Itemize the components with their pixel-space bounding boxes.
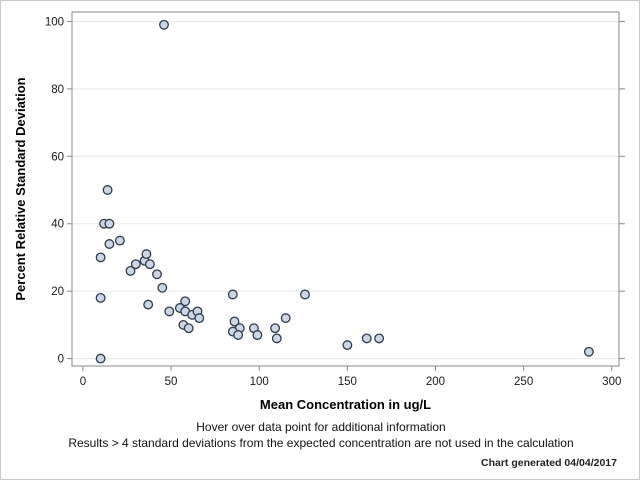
data-point[interactable] [342, 340, 353, 351]
data-point[interactable] [164, 306, 175, 317]
data-point[interactable] [114, 235, 125, 246]
plot-frame [71, 11, 620, 367]
x-tick-label: 50 [165, 376, 178, 388]
data-point[interactable] [180, 296, 191, 307]
data-point[interactable] [280, 313, 291, 324]
y-tick-label: 20 [51, 286, 64, 298]
data-point[interactable] [130, 259, 141, 270]
data-point[interactable] [271, 333, 282, 344]
data-point[interactable] [183, 323, 194, 334]
data-point[interactable] [152, 269, 162, 280]
data-point[interactable] [227, 289, 238, 300]
x-tick-label: 200 [426, 376, 445, 388]
data-point[interactable] [229, 316, 240, 327]
y-tick-label: 80 [51, 84, 64, 96]
data-point[interactable] [95, 353, 106, 364]
data-point[interactable] [125, 265, 136, 276]
y-tick-label: 40 [51, 219, 64, 231]
data-point[interactable] [102, 185, 113, 195]
data-point[interactable] [233, 330, 244, 340]
data-point[interactable] [157, 282, 168, 293]
x-axis-label: Mean Concentration in ug/L [259, 397, 432, 412]
x-tick-label: 150 [338, 376, 357, 388]
x-tick-label: 300 [602, 376, 621, 388]
footnote-hover-info: Hover over data point for additional inf… [196, 420, 446, 434]
y-axis-label: Percent Relative Standard Deviation [13, 77, 28, 301]
data-point[interactable] [104, 239, 115, 249]
y-tick-label: 0 [58, 354, 64, 366]
data-point[interactable] [143, 299, 154, 310]
footnote-exclusion-rule: Results > 4 standard deviations from the… [68, 436, 574, 450]
data-point[interactable] [95, 292, 106, 303]
data-point[interactable] [194, 313, 205, 324]
data-point[interactable] [252, 330, 263, 340]
data-point[interactable] [361, 333, 372, 344]
x-tick-label: 0 [80, 376, 86, 388]
data-point[interactable] [141, 249, 152, 260]
data-point[interactable] [374, 333, 385, 344]
data-point[interactable] [270, 323, 281, 334]
data-point[interactable] [300, 289, 310, 300]
data-point[interactable] [104, 218, 115, 229]
data-point[interactable] [144, 259, 155, 270]
data-point[interactable] [95, 252, 106, 263]
data-point[interactable] [583, 346, 594, 357]
x-tick-label: 250 [514, 376, 533, 388]
x-tick-label: 100 [250, 376, 269, 388]
y-tick-label: 60 [51, 151, 64, 163]
chart-generated-date: Chart generated 04/04/2017 [481, 457, 617, 469]
y-tick-label: 100 [45, 16, 64, 28]
data-point[interactable] [159, 19, 169, 30]
